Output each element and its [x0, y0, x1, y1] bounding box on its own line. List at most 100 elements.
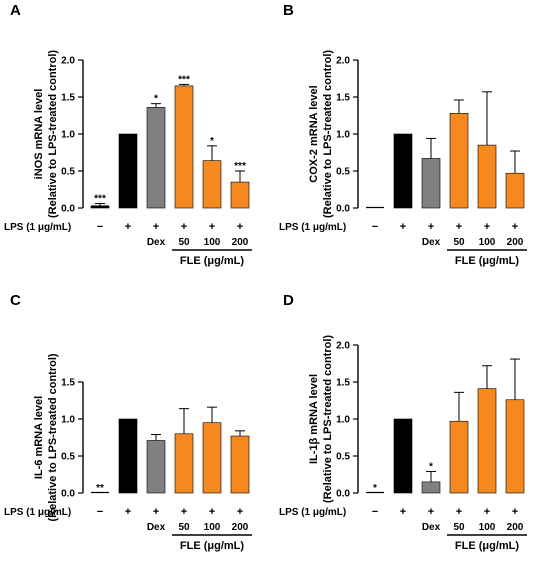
lps-sign: +	[512, 506, 518, 518]
lps-sign: +	[153, 221, 159, 233]
panel-label: A	[10, 2, 21, 19]
panel-label: C	[10, 292, 21, 309]
bar	[202, 422, 222, 494]
bar	[449, 112, 469, 209]
treatment-label: 200	[507, 237, 524, 248]
treatment-label: 100	[479, 522, 496, 533]
bar	[505, 399, 525, 494]
panel-label: B	[283, 2, 294, 19]
group-label: FLE (μg/mL)	[180, 540, 245, 552]
bar	[393, 133, 413, 209]
bar	[90, 205, 110, 209]
lps-sign: −	[97, 506, 103, 518]
y-tick-label: 1.0	[61, 415, 75, 426]
y-tick-label: 0.5	[61, 452, 75, 463]
lps-sign: +	[125, 506, 131, 518]
significance-label: *	[373, 483, 377, 494]
group-label: FLE (μg/mL)	[455, 540, 520, 552]
y-tick-label: 2.0	[336, 56, 350, 67]
treatment-label: 100	[204, 522, 221, 533]
y-axis-label-2: (Relative to LPS-treated control)	[47, 353, 59, 521]
bar	[230, 435, 250, 494]
y-tick-label: 0.0	[61, 489, 75, 500]
lps-sign: +	[400, 221, 406, 233]
bar	[174, 433, 194, 494]
group-label: FLE (μg/mL)	[455, 255, 520, 267]
chart-svg: 0.0 0.5 1.0 1.5 2.0 iNOS mRNA level (Relative …	[4, 50, 252, 267]
lps-label: LPS (1 μg/mL)	[279, 222, 346, 233]
treatment-label: 100	[479, 237, 496, 248]
bar	[202, 160, 222, 209]
bar	[118, 418, 138, 494]
lps-sign: +	[181, 221, 187, 233]
y-tick-label: 0.5	[336, 452, 350, 463]
treatment-label: Dex	[147, 237, 166, 248]
lps-sign: +	[153, 506, 159, 518]
lps-sign: +	[400, 506, 406, 518]
lps-sign: +	[484, 221, 490, 233]
treatment-label: 200	[232, 522, 249, 533]
panel-label: D	[283, 292, 294, 309]
bar	[146, 440, 166, 494]
chart-svg: 0.0 0.5 1.0 1.5 2.0 IL-1β mRNA level (Relative…	[279, 335, 527, 552]
lps-sign: +	[456, 506, 462, 518]
bar	[449, 420, 469, 494]
treatment-label: Dex	[147, 522, 166, 533]
bar	[421, 158, 441, 209]
bar	[477, 388, 497, 494]
panel-b: B 0.0 0.5 1.0 1.5 2.0 COX-2 mRNA level (Relati…	[275, 0, 550, 284]
y-tick-label: 0.0	[336, 204, 350, 215]
chart-svg: 0.0 0.5 1.0 1.5 IL-6 mRNA level (Relative to …	[4, 353, 252, 552]
bar	[393, 418, 413, 494]
bar	[174, 85, 194, 209]
bar	[477, 144, 497, 209]
treatment-label: 50	[178, 237, 190, 248]
y-tick-label: 1.5	[61, 93, 75, 104]
lps-sign: −	[372, 506, 378, 518]
significance-label: *	[429, 462, 433, 473]
treatment-label: 50	[453, 237, 465, 248]
lps-sign: +	[428, 506, 434, 518]
significance-label: ***	[178, 74, 190, 85]
y-axis-label: IL-1β mRNA level	[308, 374, 320, 464]
treatment-label: 100	[204, 237, 221, 248]
lps-label: LPS (1 μg/mL)	[4, 222, 71, 233]
significance-label: **	[96, 483, 104, 494]
lps-label: LPS (1 μg/mL)	[279, 507, 346, 518]
y-tick-label: 1.0	[336, 415, 350, 426]
treatment-label: 200	[232, 237, 249, 248]
lps-sign: +	[428, 221, 434, 233]
y-tick-label: 1.5	[61, 378, 75, 389]
y-tick-label: 0.5	[336, 167, 350, 178]
lps-sign: +	[181, 506, 187, 518]
bar	[505, 172, 525, 209]
significance-label: ***	[94, 194, 106, 205]
panel-c: C 0.0 0.5 1.0 1.5 IL-6 mRNA level (Relative t…	[0, 285, 275, 569]
y-tick-label: 1.5	[336, 378, 350, 389]
y-tick-label: 1.5	[336, 93, 350, 104]
bar	[230, 181, 250, 209]
treatment-label: 50	[453, 522, 465, 533]
significance-label: *	[154, 94, 158, 105]
lps-sign: +	[456, 221, 462, 233]
chart-svg: 0.0 0.5 1.0 1.5 2.0 COX-2 mRNA level (Relative…	[279, 50, 527, 267]
lps-label: LPS (1 μg/mL)	[4, 507, 71, 518]
lps-sign: −	[97, 221, 103, 233]
y-axis-label-2: (Relative to LPS-treated control)	[47, 50, 59, 218]
y-tick-label: 2.0	[336, 341, 350, 352]
y-tick-label: 1.0	[336, 130, 350, 141]
lps-sign: +	[237, 506, 243, 518]
bar	[146, 107, 166, 209]
lps-sign: +	[484, 506, 490, 518]
y-axis-label: iNOS mRNA level	[33, 89, 45, 180]
lps-sign: +	[237, 221, 243, 233]
significance-label: *	[210, 136, 214, 147]
y-tick-label: 0.0	[336, 489, 350, 500]
y-axis-label: IL-6 mRNA level	[33, 396, 45, 479]
treatment-label: 200	[507, 522, 524, 533]
panel-a: A 0.0 0.5 1.0 1.5 2.0 iNOS mRNA level (Relativ…	[0, 0, 275, 284]
y-axis-label-2: (Relative to LPS-treated control)	[322, 335, 334, 503]
bar	[118, 133, 138, 209]
lps-sign: +	[125, 221, 131, 233]
bar	[421, 481, 441, 494]
